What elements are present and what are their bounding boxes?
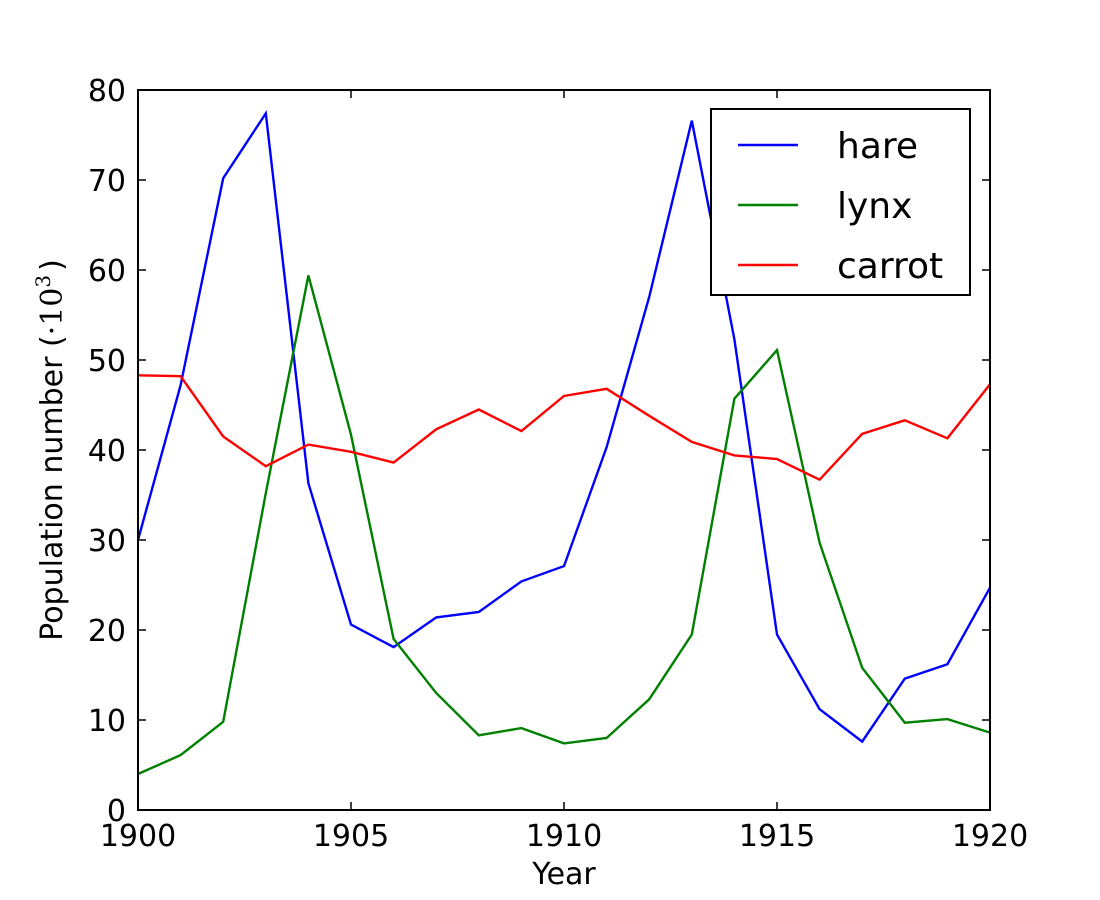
x-tick-label: 1900 xyxy=(100,819,176,854)
tick-labels: 1900 1905 1910 1915 1920 0 10 20 30 40 50 60 70 80 xyxy=(88,74,1028,854)
x-tick-label: 1910 xyxy=(526,819,602,854)
y-tick-label: 60 xyxy=(88,254,126,289)
y-tick-label: 40 xyxy=(88,434,126,469)
y-axis-label: Population number (·103) xyxy=(31,259,70,641)
series-line-hare xyxy=(136,109,992,744)
series-line-lynx xyxy=(137,275,991,776)
x-tick-label: 1915 xyxy=(739,819,815,854)
y-tick-label: 30 xyxy=(88,524,126,559)
y-tick-label: 20 xyxy=(88,614,126,649)
y-tick-label: 0 xyxy=(107,794,126,829)
axis-ticks xyxy=(137,89,991,811)
legend-label-carrot: carrot xyxy=(837,246,943,287)
legend-label-lynx: lynx xyxy=(837,186,912,227)
y-tick-label: 10 xyxy=(88,704,126,739)
y-axis-label-math: ·10 xyxy=(35,288,70,336)
y-tick-label: 50 xyxy=(88,344,126,379)
series-line-carrot xyxy=(137,374,991,482)
legend-label-hare: hare xyxy=(837,126,918,167)
y-tick-label: 70 xyxy=(88,164,126,199)
x-tick-label: 1920 xyxy=(952,819,1028,854)
series-layer xyxy=(136,109,992,776)
x-axis-label: Year xyxy=(531,857,596,892)
y-axis-label-text: Population number ( xyxy=(35,335,70,640)
legend: hare lynx carrot xyxy=(710,108,971,296)
x-tick-label: 1905 xyxy=(313,819,389,854)
y-axis-label-exponent: 3 xyxy=(31,275,55,288)
y-tick-label: 80 xyxy=(88,74,126,109)
y-axis-label-close: ) xyxy=(35,259,70,271)
